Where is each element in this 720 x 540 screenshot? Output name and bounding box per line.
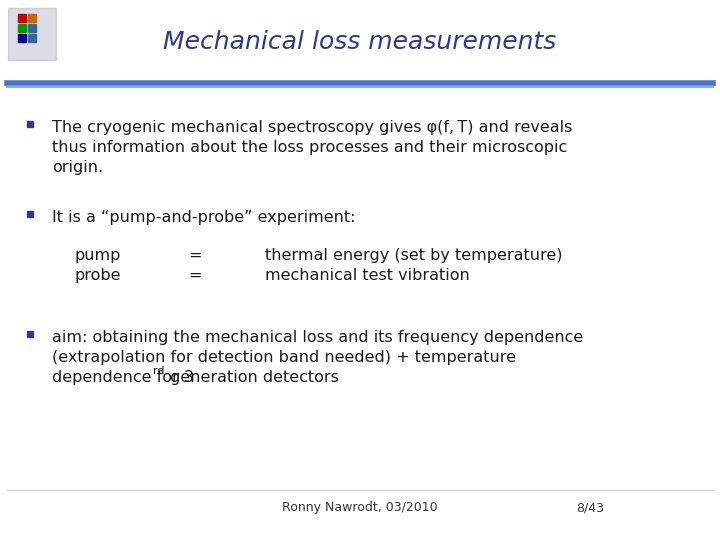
Text: thermal energy (set by temperature): thermal energy (set by temperature) [265,248,562,263]
Text: It is a “pump-and-probe” experiment:: It is a “pump-and-probe” experiment: [52,210,356,225]
Text: =: = [188,268,202,283]
Text: mechanical test vibration: mechanical test vibration [265,268,469,283]
Text: pump: pump [75,248,122,263]
Text: generation detectors: generation detectors [165,370,338,385]
Bar [18,14,26,22]
Text: probe: probe [75,268,122,283]
Text: thus information about the loss processes and their microscopic: thus information about the loss processe… [52,140,567,155]
Bar [18,24,26,32]
Text: 8/43: 8/43 [577,502,604,515]
Text: Ronny Nawrodt, 03/2010: Ronny Nawrodt, 03/2010 [282,502,438,515]
Text: (extrapolation for detection band needed) + temperature: (extrapolation for detection band needed… [52,350,516,365]
Bar [18,34,26,42]
Text: rd: rd [153,366,164,376]
Text: =: = [188,248,202,263]
Text: The cryogenic mechanical spectroscopy gives φ(f, T) and reveals: The cryogenic mechanical spectroscopy gi… [52,120,572,135]
Bar [28,14,36,22]
Bar [28,24,36,32]
Bar [8,8,56,60]
Text: Mechanical loss measurements: Mechanical loss measurements [163,30,557,54]
Text: origin.: origin. [52,160,103,175]
Bar [28,34,36,42]
Text: aim: obtaining the mechanical loss and its frequency dependence: aim: obtaining the mechanical loss and i… [52,330,583,345]
Text: dependence for 3: dependence for 3 [52,370,194,385]
